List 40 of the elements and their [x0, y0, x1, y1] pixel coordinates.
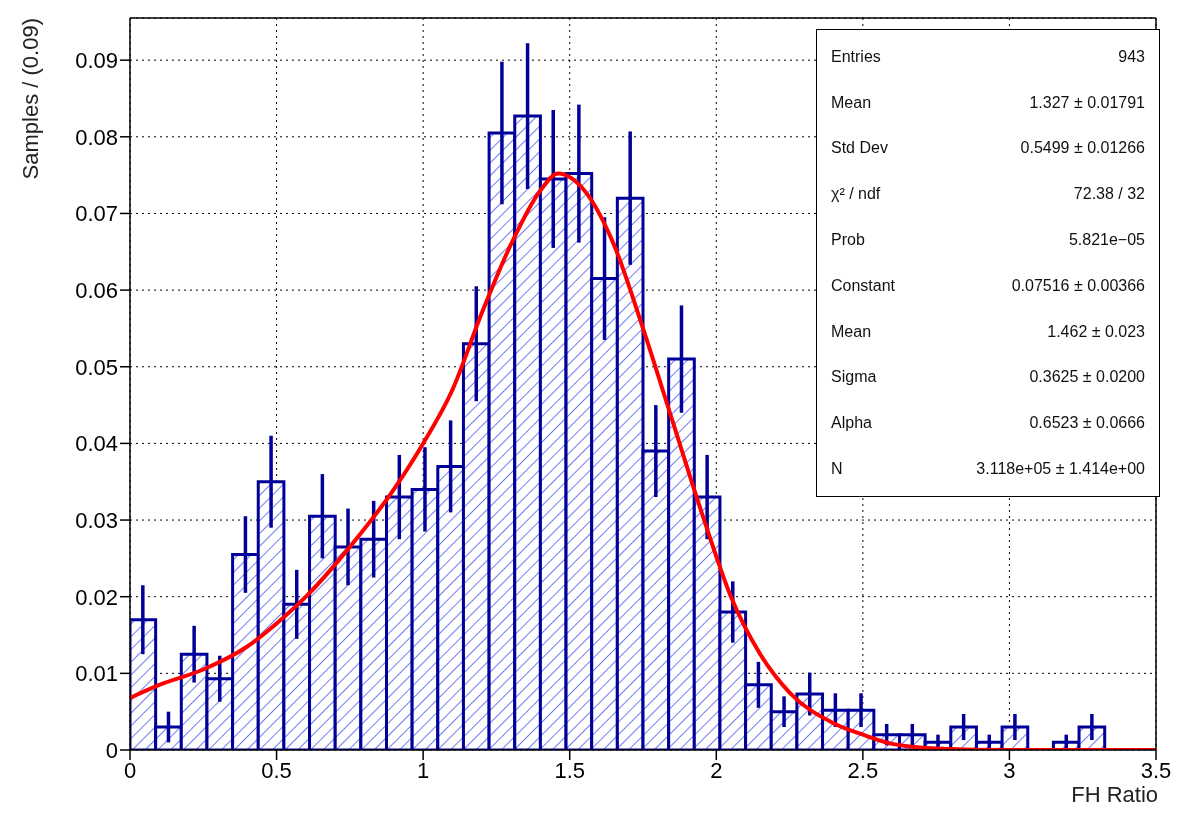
y-tick-label: 0.02	[75, 584, 118, 610]
x-axis-title: FH Ratio	[1071, 782, 1158, 807]
annotation: 3.118e+05 ± 1.414e+00	[976, 460, 1145, 479]
annotation: 1.327 ± 0.01791	[1029, 93, 1145, 112]
x-tick-label: 3.5	[1140, 757, 1172, 783]
y-tick-label: 0.06	[75, 277, 118, 303]
x-tick-label: 0.5	[261, 757, 292, 783]
y-tick-label: 0.04	[75, 431, 118, 457]
annotation: Std Dev	[831, 139, 888, 158]
annotation: 0.07516 ± 0.00366	[1011, 276, 1145, 295]
x-tick-label: 3	[1003, 757, 1016, 783]
annotation: 0.5499 ± 0.01266	[1020, 139, 1145, 158]
annotation: Mean	[831, 93, 872, 112]
x-tick-label: 2	[710, 757, 723, 783]
y-axis-title: Samples / (0.09)	[18, 18, 43, 180]
annotation: Alpha	[831, 414, 872, 433]
y-tick-label: 0.01	[75, 661, 118, 687]
annotation: 0.3625 ± 0.0200	[1029, 368, 1145, 387]
annotation: 1.462 ± 0.023	[1047, 322, 1145, 341]
x-tick-label: 1.5	[554, 757, 586, 783]
annotation: Mean	[831, 322, 872, 341]
annotation: N	[831, 460, 843, 479]
annotation: Prob	[831, 231, 865, 250]
y-tick-label: 0	[105, 737, 118, 763]
x-tick-label: 0	[123, 757, 137, 783]
y-tick-label: 0.05	[75, 354, 118, 380]
y-tick-label: 0.09	[75, 47, 118, 73]
y-tick-label: 0.08	[75, 124, 118, 150]
annotation: 943	[1118, 47, 1145, 66]
x-tick-label: 2.5	[847, 757, 879, 783]
annotation: Sigma	[831, 368, 877, 387]
annotation: 72.38 / 32	[1073, 185, 1145, 204]
annotation: χ² / ndf	[831, 185, 881, 204]
y-tick-label: 0.07	[75, 201, 118, 227]
annotation: 5.821e−05	[1068, 231, 1145, 250]
annotation: 0.6523 ± 0.0666	[1029, 414, 1145, 433]
y-tick-label: 0.03	[75, 507, 118, 533]
x-tick-label: 1	[417, 757, 430, 783]
annotation: Constant	[831, 276, 896, 295]
annotation: Entries	[831, 47, 881, 66]
